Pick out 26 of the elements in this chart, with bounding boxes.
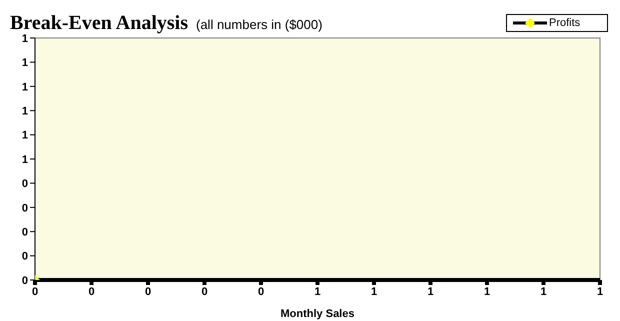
x-tick-label: 1	[596, 286, 604, 298]
y-tick-label: 1	[22, 130, 28, 142]
x-tick-label: 0	[88, 286, 95, 298]
x-tick-label: 1	[540, 286, 547, 298]
y-tick-label: 0	[22, 250, 28, 263]
y-tick-label: 1	[22, 106, 28, 118]
y-tick-label: 0	[22, 274, 28, 287]
legend-label: Profits	[549, 17, 580, 29]
y-tick-label: 1	[22, 154, 28, 166]
y-tick-label: 0	[22, 202, 28, 214]
y-tick-label: 1	[22, 57, 28, 70]
x-tick-label: 0	[201, 286, 208, 298]
x-tick-label: 0	[144, 286, 152, 298]
x-tick-label: 1	[427, 286, 434, 298]
x-axis-title: Monthly Sales	[280, 308, 354, 320]
y-tick-label: 1	[22, 81, 28, 94]
y-tick-label: 0	[22, 226, 28, 239]
y-tick-label: 1	[22, 32, 28, 45]
chart-title: Break-Even Analysis	[10, 12, 188, 34]
chart-subtitle: (all numbers in ($000)	[196, 17, 322, 32]
x-tick-label: 1	[370, 286, 378, 298]
x-tick-label: 1	[314, 286, 321, 298]
y-tick-label: 0	[22, 178, 28, 190]
x-tick-label: 0	[258, 286, 264, 298]
x-tick-label: 1	[484, 286, 490, 298]
x-tick-label: 0	[32, 286, 38, 298]
